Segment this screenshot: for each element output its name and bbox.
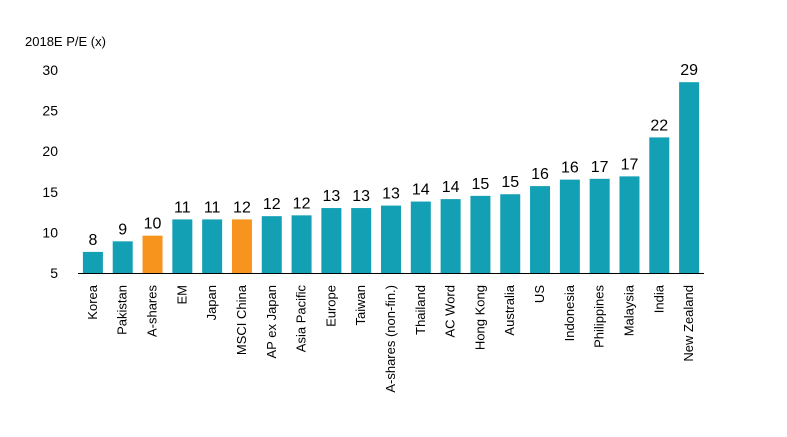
- data-label: 11: [174, 199, 191, 216]
- bar-australia: [500, 194, 521, 273]
- y-tick-label: 5: [50, 265, 58, 281]
- data-label: 17: [591, 159, 609, 176]
- x-tick-label: MSCI China: [234, 284, 249, 355]
- data-label: 16: [531, 166, 549, 183]
- x-tick-labels: Korea Pakistan A-shares EM Japan MSCI China AP…: [85, 284, 696, 392]
- bar-philippines: [589, 178, 610, 273]
- data-label: 9: [118, 221, 127, 238]
- data-label: 12: [293, 195, 311, 212]
- bar-asia-pacific: [291, 215, 312, 273]
- bar-indonesia: [559, 179, 580, 273]
- bar-ap-ex-japan: [261, 216, 282, 273]
- bar-malaysia: [619, 176, 640, 273]
- data-label: 22: [650, 117, 668, 134]
- x-tick-label: AC Word: [443, 285, 458, 338]
- bar-a-shares-non-fin: [381, 205, 401, 273]
- data-label: 8: [88, 232, 97, 249]
- x-tick-label: Indonesia: [562, 284, 577, 341]
- data-label: 15: [501, 174, 519, 191]
- x-tick-label: Taiwan: [353, 285, 368, 325]
- bar-thailand: [410, 201, 431, 273]
- x-tick-label: Asia Pacific: [294, 285, 309, 353]
- y-axis: 5 10 15 20 25 30: [42, 62, 58, 281]
- x-tick-label: A-shares: [145, 285, 160, 338]
- data-label: 15: [472, 176, 490, 193]
- data-label: 11: [204, 199, 221, 216]
- x-tick-label: EM: [174, 285, 189, 305]
- bars: [82, 82, 700, 274]
- x-tick-label: Australia: [502, 284, 517, 335]
- y-tick-label: 20: [42, 143, 58, 159]
- data-label: 13: [322, 188, 340, 205]
- data-label: 14: [412, 182, 430, 199]
- x-tick-label: Malaysia: [621, 284, 636, 336]
- bar-japan: [202, 219, 223, 273]
- x-tick-label: Thailand: [413, 285, 428, 335]
- data-label: 13: [382, 186, 400, 203]
- y-tick-label: 25: [42, 103, 58, 119]
- bar-pakistan: [112, 241, 133, 273]
- x-tick-label: New Zealand: [681, 285, 696, 362]
- data-label: 12: [263, 196, 281, 213]
- bar-new-zealand: [679, 82, 700, 274]
- x-tick-label: Korea: [85, 284, 100, 319]
- bar-msci-china: [231, 219, 252, 273]
- bar-hong-kong: [470, 195, 491, 273]
- x-tick-label: A-shares (non-fin.): [383, 285, 398, 393]
- bar-us: [530, 186, 551, 273]
- y-axis-label: 2018E P/E (x): [25, 34, 106, 49]
- bar-india: [649, 137, 670, 273]
- x-tick-label: Pakistan: [115, 285, 130, 335]
- data-label: 17: [621, 156, 639, 173]
- data-label: 14: [442, 179, 460, 196]
- data-label: 13: [352, 188, 370, 205]
- bar-em: [172, 219, 193, 273]
- x-tick-label: Japan: [204, 285, 219, 320]
- bar-a-shares: [142, 235, 163, 273]
- y-tick-label: 30: [42, 62, 58, 78]
- data-labels: 8 9 10 11 11 12 12 12 13 13 13 14 14 15 15 16 16 17 17 22 29: [88, 62, 698, 249]
- x-tick-label: Philippines: [592, 285, 607, 348]
- data-label: 10: [144, 216, 162, 233]
- x-tick-label: US: [532, 285, 547, 303]
- x-tick-label: Hong Kong: [472, 285, 487, 350]
- bar-taiwan: [351, 208, 372, 273]
- data-label: 16: [561, 160, 579, 177]
- y-tick-label: 10: [42, 224, 58, 240]
- x-tick-label: Europe: [323, 285, 338, 327]
- y-tick-label: 15: [42, 184, 58, 200]
- data-label: 12: [233, 199, 251, 216]
- x-tick-label: India: [651, 284, 666, 313]
- data-label: 29: [680, 62, 698, 79]
- bar-europe: [321, 208, 342, 273]
- x-tick-label: AP ex Japan: [264, 285, 279, 358]
- bar-ac-word: [440, 199, 461, 273]
- bar-korea: [82, 251, 103, 273]
